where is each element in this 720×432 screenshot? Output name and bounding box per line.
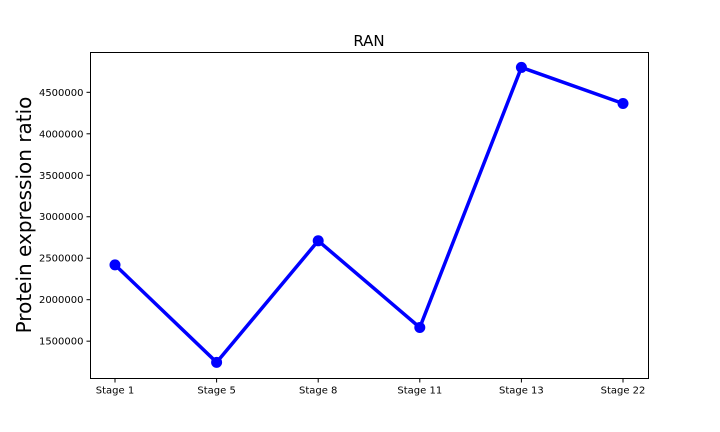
y-axis-ticks: 1500000 2000000 2500000 3000000 3500000 40000… [39, 88, 91, 348]
y-tick-label: 3000000 [39, 212, 84, 223]
y-axis-label: Protein expression ratio [12, 97, 36, 334]
data-point [617, 98, 629, 110]
x-tick-label: Stage 5 [197, 386, 235, 397]
x-tick-label: Stage 11 [397, 386, 442, 397]
data-point [414, 321, 426, 333]
x-tick-label: Stage 1 [96, 386, 134, 397]
y-tick-label: 2500000 [39, 254, 84, 265]
x-tick-label: Stage 8 [299, 386, 337, 397]
series-line [113, 65, 624, 365]
y-tick-label: 3500000 [39, 171, 84, 182]
y-tick-label: 4000000 [39, 129, 84, 140]
x-axis-ticks: Stage 1 Stage 5 Stage 8 Stage 11 Stage 13 Sta… [96, 378, 646, 397]
data-point [312, 235, 324, 247]
data-point [211, 356, 223, 368]
data-point [109, 259, 121, 271]
y-tick-label: 1500000 [39, 337, 84, 348]
chart-title: RAN [353, 32, 384, 50]
y-tick-label: 2000000 [39, 295, 84, 306]
x-tick-label: Stage 22 [601, 386, 646, 397]
plot-area-frame [90, 52, 649, 379]
data-point [515, 61, 527, 73]
y-tick-label: 4500000 [39, 88, 84, 99]
x-tick-label: Stage 13 [499, 386, 544, 397]
series-layer [109, 61, 629, 368]
